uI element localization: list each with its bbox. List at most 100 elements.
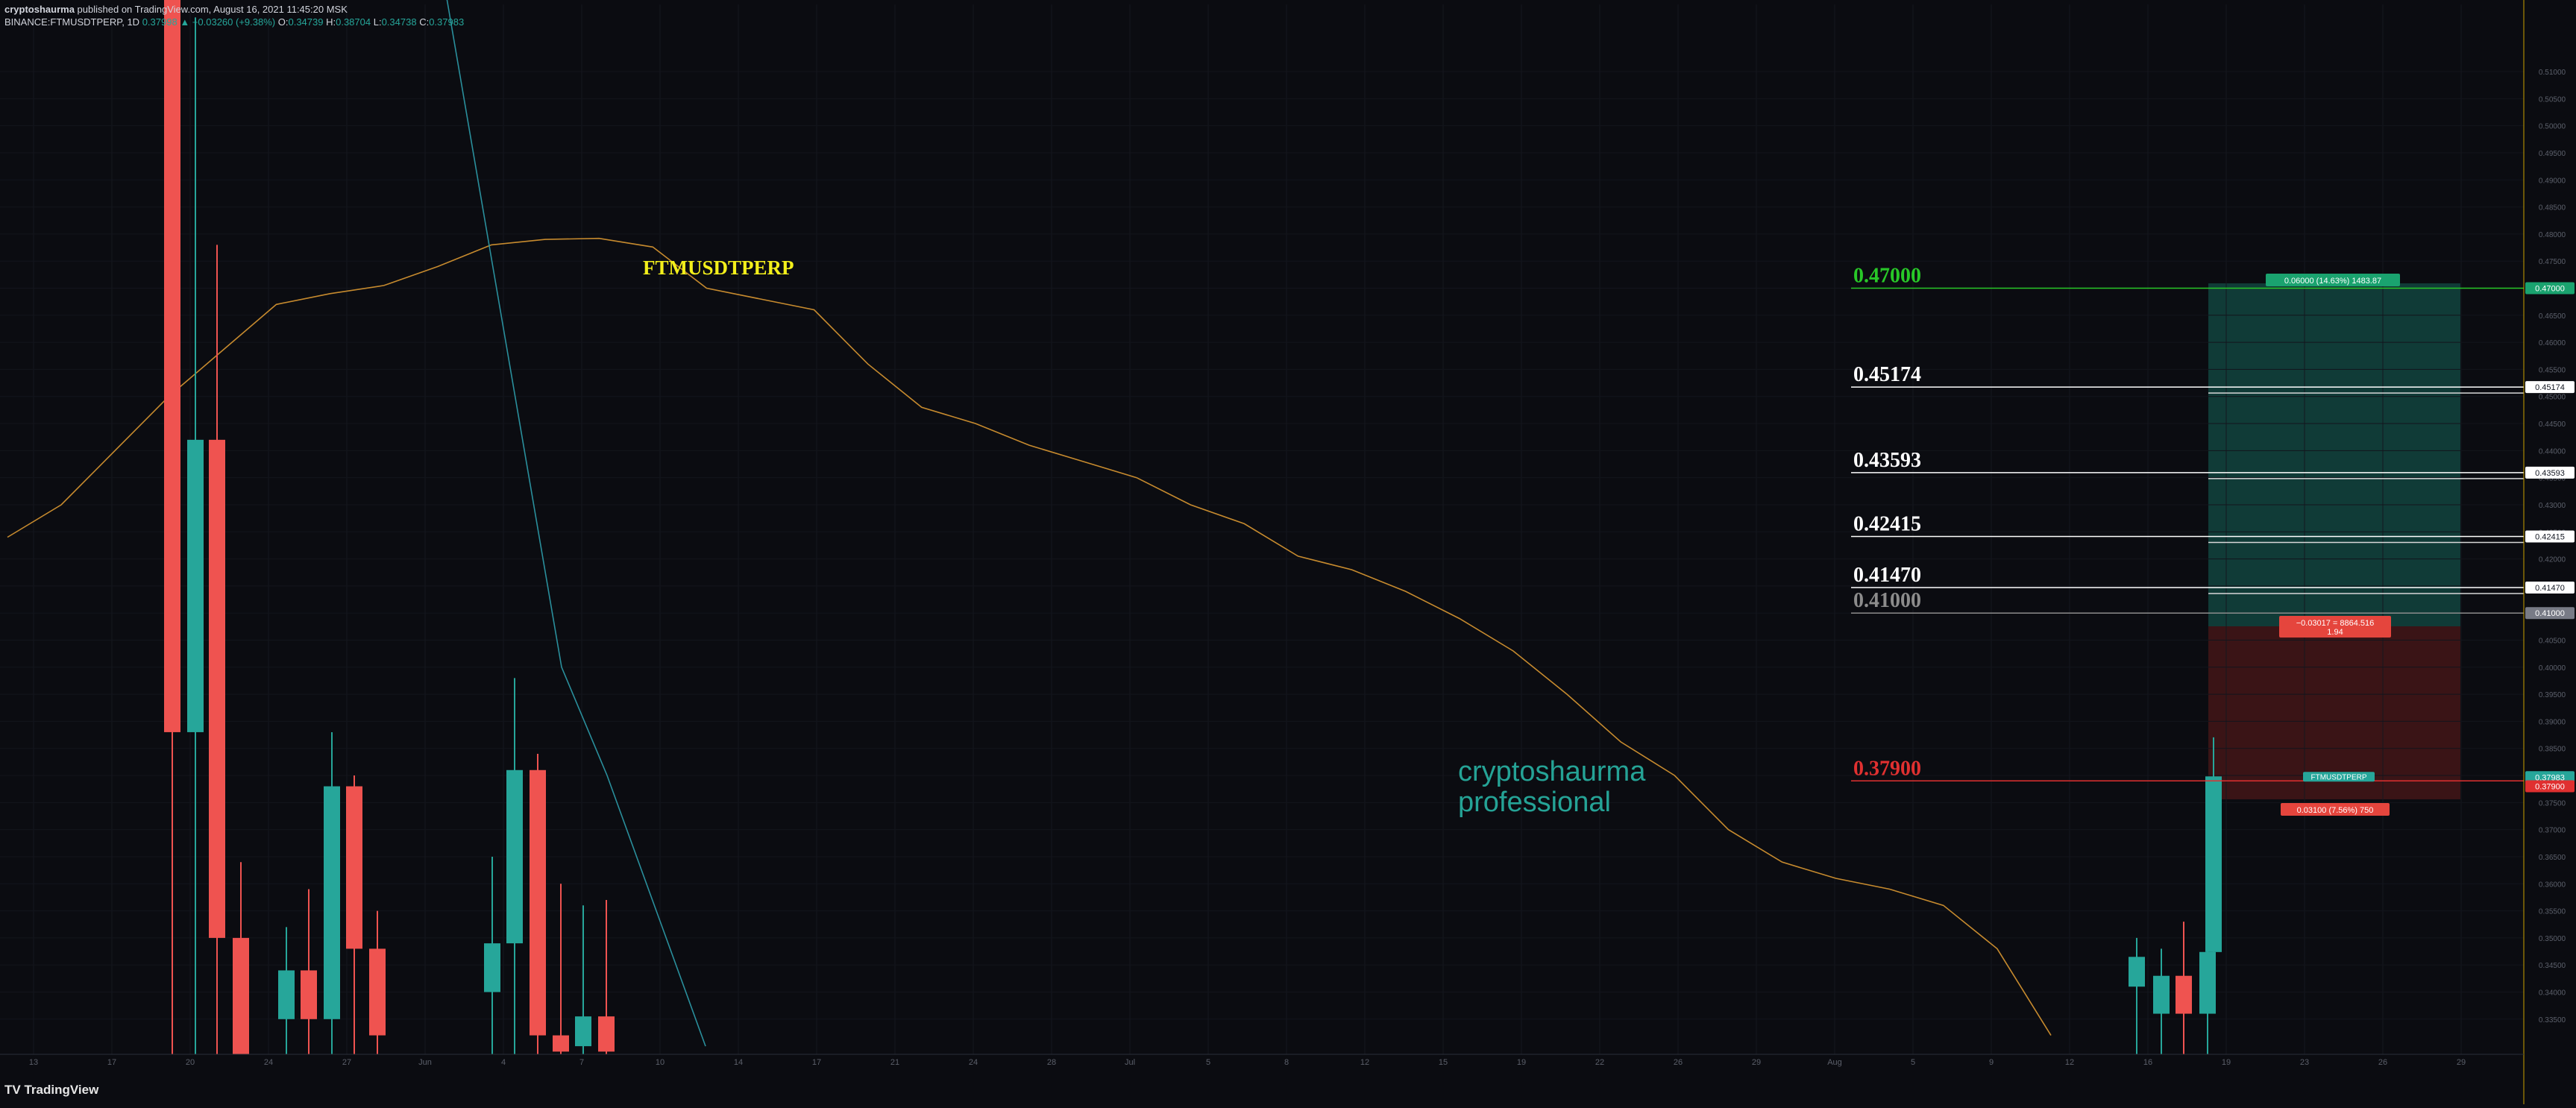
- pnl-label-text: −0.03017 = 8864.516: [2296, 619, 2375, 628]
- time-tick: 10: [656, 1058, 665, 1067]
- watermark-line-1: cryptoshaurma: [1458, 756, 1646, 787]
- time-tick: 12: [2065, 1058, 2074, 1067]
- price-tick: 0.40000: [2539, 664, 2566, 673]
- candle-body: [209, 439, 225, 938]
- candle-body: [369, 948, 386, 1036]
- tradingview-branding[interactable]: TV TradingView: [4, 1083, 98, 1098]
- candle-body: [2176, 975, 2192, 1014]
- last-price: 0.37998: [142, 16, 178, 28]
- pnl-label-text: 1.94: [2327, 628, 2343, 637]
- stop-badge: 0.37900: [2535, 783, 2565, 792]
- price-tick: 0.35500: [2539, 908, 2566, 916]
- time-tick: 26: [1674, 1058, 1683, 1067]
- watermark-line-2: professional: [1458, 787, 1611, 818]
- time-tick: 29: [1752, 1058, 1761, 1067]
- time-tick: 21: [890, 1058, 899, 1067]
- price-tick: 0.49000: [2539, 177, 2566, 185]
- time-tick: 12: [1360, 1058, 1369, 1067]
- candle-body: [324, 786, 340, 1019]
- candle-body: [301, 970, 317, 1019]
- time-tick: 22: [1595, 1058, 1604, 1067]
- high-value: 0.38704: [336, 16, 371, 28]
- price-tick: 0.43000: [2539, 502, 2566, 510]
- level-badge-2-bg: [2525, 466, 2575, 479]
- price-tick: 0.44000: [2539, 447, 2566, 456]
- ema-line: [7, 237, 2052, 1036]
- target-label-text: 0.06000 (14.63%) 1483.87: [2284, 277, 2381, 286]
- price-tick: 0.44500: [2539, 421, 2566, 429]
- level-label-0.37900: 0.37900: [1853, 757, 1921, 780]
- level-label-0.42415: 0.42415: [1853, 512, 1921, 535]
- time-tick: 4: [501, 1058, 506, 1067]
- time-tick: 8: [1284, 1058, 1289, 1067]
- open-label: O:: [277, 16, 289, 28]
- target-badge: 0.47000: [2535, 285, 2565, 294]
- candle-body: [278, 970, 295, 1019]
- level-badge-1-bg: [2525, 381, 2575, 394]
- price-tick: 0.35000: [2539, 935, 2566, 943]
- candle-body: [2129, 957, 2145, 987]
- stop-label-text: 0.03100 (7.56%) 750: [2297, 806, 2374, 815]
- candle-body: [233, 937, 249, 1054]
- candle-body: [598, 1016, 615, 1052]
- level-badge-3-bg: [2525, 530, 2575, 543]
- target-badge-bg: [2525, 282, 2575, 295]
- entry-badge-bg: [2525, 607, 2575, 620]
- level-badge-1: 0.45174: [2535, 383, 2565, 392]
- time-tick: 23: [2300, 1058, 2309, 1067]
- price-tick: 0.36500: [2539, 854, 2566, 862]
- price-tick: 0.40500: [2539, 637, 2566, 645]
- symbol-interval[interactable]: BINANCE:FTMUSDTPERP, 1D: [4, 16, 140, 28]
- level-label-0.41470: 0.41470: [1853, 564, 1921, 587]
- price-tick: 0.37500: [2539, 799, 2566, 808]
- symbol-label: FTMUSDTPERP: [643, 256, 794, 279]
- time-axis[interactable]: 13 17 20 24 27 Jun 4 7 10 14 17 21 24 28 Jul 5 8 12 15 19 22…: [0, 1054, 2524, 1067]
- time-tick: 15: [1439, 1058, 1448, 1067]
- candle-body: [484, 943, 500, 992]
- level-label-0.43593: 0.43593: [1853, 449, 1921, 472]
- time-tick: 24: [969, 1058, 978, 1067]
- price-tick: 0.42000: [2539, 556, 2566, 564]
- time-tick: 17: [107, 1058, 116, 1067]
- candle-body: [346, 786, 362, 949]
- price-tick: 0.45000: [2539, 394, 2566, 402]
- candle-body: [553, 1035, 569, 1052]
- author-name[interactable]: cryptoshaurma: [4, 4, 75, 15]
- candle-body: [2205, 776, 2222, 952]
- symbol-tag: FTMUSDTPERP: [2311, 773, 2367, 781]
- candle-body: [164, 0, 180, 732]
- price-tick: 0.47500: [2539, 258, 2566, 266]
- position-labels: 0.06000 (14.63%) 1483.87 −0.03017 = 8864.…: [2266, 274, 2400, 816]
- time-tick: 9: [1989, 1058, 1994, 1067]
- high-label: H:: [326, 16, 336, 28]
- level-badge-4-bg: [2525, 582, 2575, 594]
- published-text: published on TradingView.com, August 16,…: [77, 4, 348, 15]
- stop-label-box: [2281, 803, 2390, 816]
- price-tick: 0.50000: [2539, 123, 2566, 131]
- symbol-tag-bg: [2303, 772, 2375, 782]
- chart-header: cryptoshaurma published on TradingView.c…: [4, 3, 464, 28]
- price-axis-bg: [2525, 0, 2576, 1104]
- close-label: C:: [419, 16, 430, 28]
- candle-body: [506, 769, 523, 944]
- price-tick: 0.37000: [2539, 827, 2566, 835]
- pnl-label-box: [2279, 616, 2391, 638]
- tradingview-brand-text: TradingView: [24, 1083, 99, 1097]
- time-tick: 7: [579, 1058, 584, 1067]
- moving-averages: [7, 0, 2052, 1047]
- price-tick: 0.49500: [2539, 150, 2566, 158]
- grid-lines: [0, 4, 2524, 1054]
- price-tick: 0.46500: [2539, 312, 2566, 321]
- time-tick: 5: [1911, 1058, 1915, 1067]
- level-label-0.45174: 0.45174: [1853, 363, 1921, 386]
- price-tick: 0.34000: [2539, 989, 2566, 997]
- level-label-0.41000: 0.41000: [1853, 589, 1921, 612]
- time-tick: 16: [2143, 1058, 2152, 1067]
- price-tick: 0.39000: [2539, 718, 2566, 726]
- price-tick: 0.34500: [2539, 962, 2566, 970]
- price-tick: 0.48500: [2539, 204, 2566, 213]
- price-axis[interactable]: 0.51000 0.50500 0.50000 0.49500 0.49000 0.485…: [2525, 0, 2576, 1104]
- price-tick: 0.50500: [2539, 95, 2566, 104]
